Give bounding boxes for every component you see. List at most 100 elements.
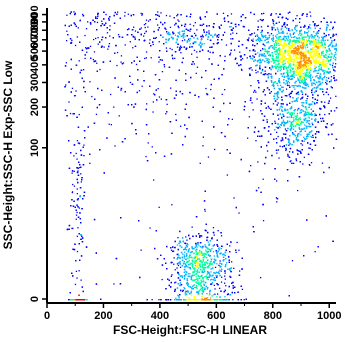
scatter-point xyxy=(205,275,207,277)
scatter-point xyxy=(80,173,82,175)
scatter-point xyxy=(171,261,173,264)
scatter-point xyxy=(302,55,304,58)
scatter-point xyxy=(295,160,298,162)
scatter-point xyxy=(314,80,316,82)
scatter-point xyxy=(305,59,308,62)
scatter-point xyxy=(284,62,286,65)
scatter-point xyxy=(282,114,284,116)
scatter-point xyxy=(332,123,334,125)
scatter-point xyxy=(260,26,263,28)
scatter-point xyxy=(296,57,298,59)
scatter-point xyxy=(291,67,293,69)
scatter-point xyxy=(140,12,142,15)
scatter-point xyxy=(171,48,173,51)
scatter-point xyxy=(314,57,317,60)
scatter-point xyxy=(305,51,307,53)
scatter-point xyxy=(202,145,204,147)
scatter-point xyxy=(288,82,290,84)
scatter-point xyxy=(308,147,310,149)
scatter-point xyxy=(285,133,287,135)
scatter-point xyxy=(306,84,308,86)
scatter-point xyxy=(289,160,291,163)
scatter-point xyxy=(108,123,110,125)
scatter-point xyxy=(153,93,155,95)
scatter-point xyxy=(303,136,305,138)
scatter-point xyxy=(292,55,295,57)
scatter-point xyxy=(275,37,278,39)
scatter-point xyxy=(224,272,226,274)
scatter-point xyxy=(333,75,335,77)
scatter-point xyxy=(196,243,198,245)
scatter-point xyxy=(321,64,323,67)
scatter-point xyxy=(294,41,296,43)
scatter-point xyxy=(297,64,300,66)
scatter-point xyxy=(84,57,86,60)
scatter-point xyxy=(193,49,196,51)
scatter-point xyxy=(305,102,308,105)
scatter-point xyxy=(194,264,197,266)
scatter-point xyxy=(280,124,282,127)
scatter-point xyxy=(194,273,196,275)
scatter-point xyxy=(263,55,265,57)
scatter-point xyxy=(214,262,216,264)
scatter-point xyxy=(267,75,270,77)
scatter-point xyxy=(304,83,306,85)
scatter-point xyxy=(302,71,304,73)
scatter-point xyxy=(188,285,190,288)
scatter-point xyxy=(110,124,112,126)
scatter-point xyxy=(258,187,260,189)
scatter-point xyxy=(182,34,184,36)
scatter-point xyxy=(174,57,176,59)
scatter-point xyxy=(315,34,318,36)
scatter-point xyxy=(276,201,278,203)
scatter-point xyxy=(304,72,306,74)
scatter-point xyxy=(74,95,76,97)
scatter-point xyxy=(221,93,223,95)
scatter-point xyxy=(291,126,293,128)
scatter-point xyxy=(313,24,316,26)
scatter-point xyxy=(180,52,182,54)
scatter-point xyxy=(75,270,78,272)
scatter-point xyxy=(288,78,290,81)
scatter-point xyxy=(230,33,232,35)
scatter-point xyxy=(207,251,209,253)
scatter-point xyxy=(306,71,308,74)
scatter-point xyxy=(298,21,301,23)
scatter-point xyxy=(224,89,226,91)
scatter-point xyxy=(185,290,187,292)
scatter-point xyxy=(272,38,275,40)
scatter-point xyxy=(106,32,109,34)
scatter-point xyxy=(299,44,301,47)
scatter-point xyxy=(296,109,299,112)
scatter-point xyxy=(83,144,85,146)
scatter-point xyxy=(172,250,174,253)
scatter-point xyxy=(279,47,281,49)
scatter-point xyxy=(195,270,197,273)
scatter-point xyxy=(66,14,68,16)
scatter-point xyxy=(300,143,302,145)
scatter-point xyxy=(290,160,292,162)
scatter-point xyxy=(240,56,242,58)
scatter-point xyxy=(297,77,299,79)
scatter-point xyxy=(160,12,162,14)
scatter-point xyxy=(120,61,122,63)
scatter-point xyxy=(327,77,330,79)
scatter-point xyxy=(76,211,78,214)
scatter-point xyxy=(255,91,257,93)
scatter-point xyxy=(275,63,277,66)
scatter-point xyxy=(324,39,327,41)
scatter-point xyxy=(330,52,333,54)
scatter-point xyxy=(257,161,259,163)
scatter-point xyxy=(312,58,314,60)
scatter-point xyxy=(232,32,234,34)
scatter-point xyxy=(165,113,167,115)
scatter-point xyxy=(316,41,318,43)
scatter-point xyxy=(321,36,323,38)
scatter-point xyxy=(181,290,184,292)
scatter-point xyxy=(323,47,325,49)
scatter-point xyxy=(322,37,325,39)
scatter-point xyxy=(243,299,245,301)
scatter-point xyxy=(333,48,336,50)
scatter-point xyxy=(333,54,336,56)
scatter-point xyxy=(199,162,201,164)
